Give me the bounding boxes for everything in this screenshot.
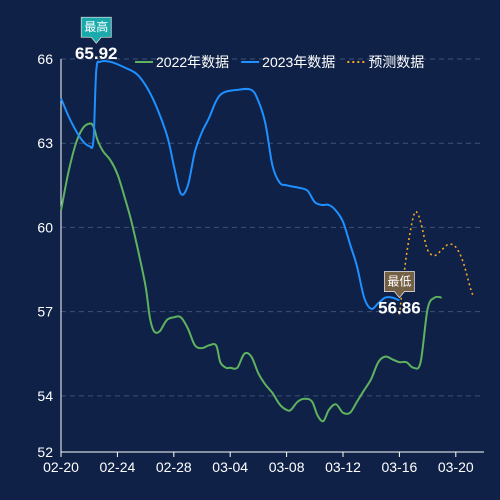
legend-label-1: 2022年数据 (156, 54, 229, 70)
x-tick-label: 02-24 (99, 459, 135, 475)
series-line-3 (398, 210, 474, 315)
max-marker-pin (80, 16, 112, 44)
grid-lines (61, 58, 484, 397)
extreme-markers: 最高 65.92 最低 56.86 (75, 16, 421, 318)
min-marker-label: 最低 (387, 275, 411, 289)
y-tick-label: 54 (37, 388, 53, 404)
y-tick-label: 52 (37, 444, 53, 460)
x-tick-label: 03-12 (325, 459, 361, 475)
x-tick-label: 03-04 (212, 459, 248, 475)
series-line-1 (60, 122, 442, 423)
series-line-2 (60, 59, 400, 310)
y-tick-label: 60 (37, 219, 53, 235)
x-tick-label: 03-20 (438, 459, 474, 475)
min-marker-pin (384, 271, 415, 299)
y-tick-label: 66 (37, 51, 53, 67)
x-tick-label: 03-16 (381, 459, 417, 475)
max-marker-label: 最高 (84, 19, 108, 34)
series-lines (60, 59, 474, 423)
legend-label-3: 预测数据 (368, 54, 424, 70)
y-tick-label: 57 (37, 304, 53, 320)
max-marker-value: 65.92 (75, 44, 118, 63)
x-tick-label: 02-20 (43, 459, 79, 475)
legend-label-2: 2023年数据 (262, 54, 335, 70)
x-tick-label: 03-08 (269, 459, 305, 475)
min-marker-value: 56.86 (378, 299, 421, 318)
legend: 2022年数据 2023年数据 预测数据 (135, 54, 424, 70)
axes: 52 54 57 60 63 66 02-20 02-24 02-28 03-04 03-08 03-… (37, 51, 484, 475)
y-tick-label: 63 (37, 135, 53, 151)
x-tick-label: 02-28 (156, 459, 192, 475)
